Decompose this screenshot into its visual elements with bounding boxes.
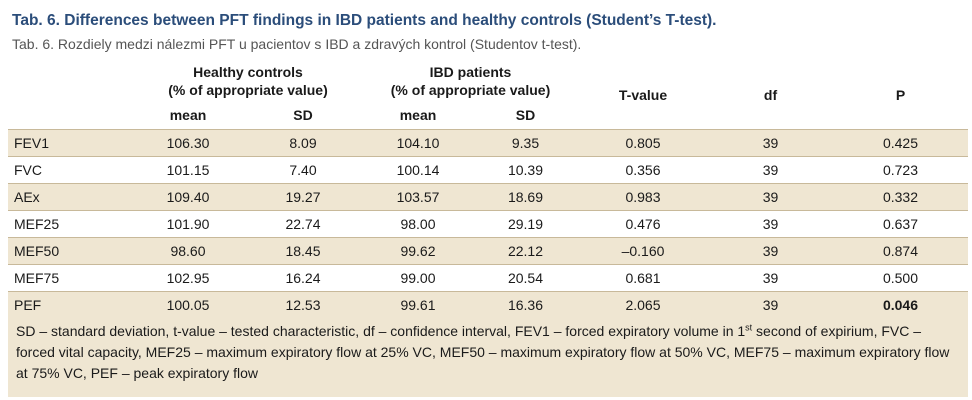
row-ibd-sd: 10.39: [473, 156, 578, 184]
row-ibd-sd: 9.35: [473, 129, 578, 157]
row-tvalue: 0.983: [578, 183, 708, 211]
row-df: 39: [708, 183, 833, 211]
table-title: Tab. 6. Differences between PFT findings…: [12, 12, 717, 29]
row-df: 39: [708, 264, 833, 292]
row-tvalue: 0.476: [578, 210, 708, 238]
header-ibd-mean: mean: [399, 107, 437, 123]
row-hc-sd: 18.45: [243, 237, 363, 265]
row-hc-sd: 12.53: [243, 291, 363, 319]
header-ibd-patients-line2: (% of appropriate value): [390, 82, 551, 98]
row-param: MEF75: [8, 264, 133, 292]
row-df: 39: [708, 129, 833, 157]
row-hc-mean: 98.60: [133, 237, 243, 265]
row-hc-mean: 100.05: [133, 291, 243, 319]
table-row: MEF75 102.95 16.24 99.00 20.54 0.681 39 …: [8, 264, 968, 292]
header-tvalue: T-value: [618, 87, 668, 103]
header-empty-cell-2: [8, 101, 133, 130]
row-ibd-mean: 99.61: [363, 291, 473, 319]
row-ibd-mean: 103.57: [363, 183, 473, 211]
header-p: P: [895, 87, 906, 103]
row-df: 39: [708, 156, 833, 184]
row-tvalue: 0.805: [578, 129, 708, 157]
header-hc-sd: SD: [293, 107, 313, 123]
row-ibd-sd: 20.54: [473, 264, 578, 292]
row-ibd-sd: 16.36: [473, 291, 578, 319]
header-ibd-patients: IBD patients (% of appropriate value): [363, 61, 578, 101]
footnote-text-part2: second of expirium, FVC – forced vital c…: [16, 323, 950, 381]
row-ibd-mean: 99.62: [363, 237, 473, 265]
row-ibd-mean: 98.00: [363, 210, 473, 238]
pft-comparison-table: Healthy controls (% of appropriate value…: [8, 61, 968, 319]
row-ibd-sd: 29.19: [473, 210, 578, 238]
row-hc-sd: 7.40: [243, 156, 363, 184]
table-row: MEF50 98.60 18.45 99.62 22.12 –0.160 39 …: [8, 237, 968, 265]
row-tvalue: 2.065: [578, 291, 708, 319]
row-p: 0.500: [833, 264, 968, 292]
row-p-significant: 0.046: [833, 291, 968, 319]
header-ibd-patients-line1: IBD patients: [429, 64, 512, 80]
row-df: 39: [708, 291, 833, 319]
header-hc-mean: mean: [169, 107, 207, 123]
row-hc-sd: 22.74: [243, 210, 363, 238]
row-p: 0.332: [833, 183, 968, 211]
row-hc-sd: 19.27: [243, 183, 363, 211]
table-row: FVC 101.15 7.40 100.14 10.39 0.356 39 0.…: [8, 156, 968, 184]
table-row: FEV1 106.30 8.09 104.10 9.35 0.805 39 0.…: [8, 129, 968, 157]
row-hc-mean: 101.15: [133, 156, 243, 184]
row-tvalue: –0.160: [578, 237, 708, 265]
row-param: FVC: [8, 156, 133, 184]
row-param: PEF: [8, 291, 133, 319]
row-tvalue: 0.681: [578, 264, 708, 292]
row-df: 39: [708, 237, 833, 265]
header-row-groups: Healthy controls (% of appropriate value…: [8, 61, 968, 103]
header-ibd-sd: SD: [515, 107, 536, 123]
row-ibd-sd: 18.69: [473, 183, 578, 211]
table-subtitle: Tab. 6. Rozdiely medzi nálezmi PFT u pac…: [12, 36, 582, 52]
footnote-superscript: st: [745, 322, 753, 333]
row-param: MEF25: [8, 210, 133, 238]
table-row: AEx 109.40 19.27 103.57 18.69 0.983 39 0…: [8, 183, 968, 211]
row-hc-sd: 8.09: [243, 129, 363, 157]
row-ibd-mean: 100.14: [363, 156, 473, 184]
row-p: 0.723: [833, 156, 968, 184]
row-p: 0.874: [833, 237, 968, 265]
row-param: FEV1: [8, 129, 133, 157]
row-param: AEx: [8, 183, 133, 211]
row-ibd-mean: 104.10: [363, 129, 473, 157]
header-healthy-controls-line1: Healthy controls: [193, 64, 303, 80]
row-param: MEF50: [8, 237, 133, 265]
header-row-stats: mean SD mean SD: [8, 101, 968, 130]
row-hc-mean: 106.30: [133, 129, 243, 157]
row-hc-mean: 101.90: [133, 210, 243, 238]
header-healthy-controls: Healthy controls (% of appropriate value…: [133, 61, 363, 101]
row-p: 0.425: [833, 129, 968, 157]
row-hc-mean: 102.95: [133, 264, 243, 292]
row-hc-mean: 109.40: [133, 183, 243, 211]
table-footnote: SD – standard deviation, t-value – teste…: [8, 318, 968, 397]
row-p: 0.637: [833, 210, 968, 238]
footnote-text-part1: SD – standard deviation, t-value – teste…: [16, 323, 746, 339]
row-df: 39: [708, 210, 833, 238]
header-healthy-controls-line2: (% of appropriate value): [168, 82, 328, 98]
row-ibd-sd: 22.12: [473, 237, 578, 265]
row-tvalue: 0.356: [578, 156, 708, 184]
header-empty-cell: [8, 61, 133, 101]
row-hc-sd: 16.24: [243, 264, 363, 292]
header-df: df: [763, 87, 778, 103]
row-ibd-mean: 99.00: [363, 264, 473, 292]
table-row: PEF 100.05 12.53 99.61 16.36 2.065 39 0.…: [8, 291, 968, 319]
table-row: MEF25 101.90 22.74 98.00 29.19 0.476 39 …: [8, 210, 968, 238]
